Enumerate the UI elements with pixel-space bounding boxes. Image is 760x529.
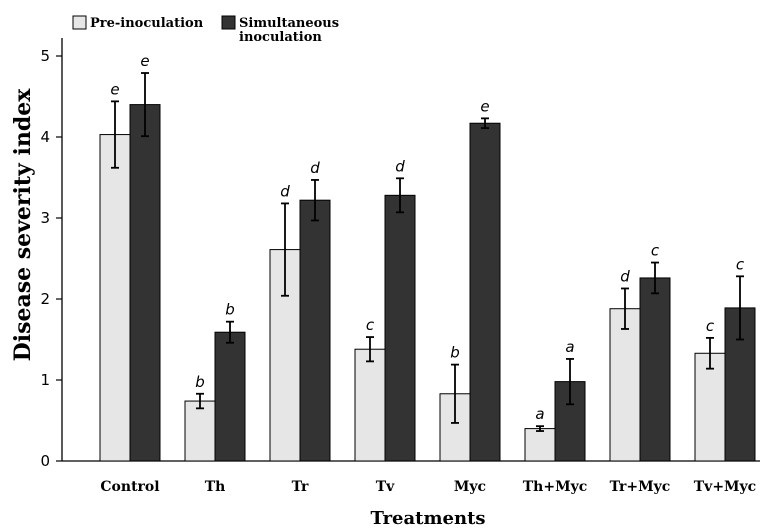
legend-label: inoculation (239, 30, 322, 45)
significance-letter: b (450, 344, 460, 362)
bar-pre-inoculation (99, 134, 131, 462)
significance-letter: e (110, 80, 119, 98)
significance-letter: a (535, 405, 544, 423)
significance-letter: b (195, 373, 205, 391)
bar-simultaneous-inoculation (639, 277, 671, 462)
bar-pre-inoculation (524, 428, 556, 462)
bar-simultaneous-inoculation (384, 194, 416, 462)
significance-letter: d (280, 182, 290, 200)
x-tick-label: Th+Myc (523, 479, 587, 495)
y-tick-label: 3 (40, 209, 50, 227)
bar-pre-inoculation (354, 348, 386, 462)
x-tick-label: Tv+Myc (694, 479, 756, 495)
y-tick-label: 4 (40, 128, 50, 146)
significance-letter: c (651, 242, 660, 260)
x-axis-title: Treatments (370, 508, 485, 529)
significance-letter: c (706, 317, 715, 335)
significance-letter: e (140, 52, 149, 70)
chart-bars (99, 104, 756, 462)
significance-letter: d (620, 267, 630, 285)
legend-swatch-pre-inoculation (72, 15, 87, 30)
legend-swatch-simultaneous-inoculation (221, 15, 236, 30)
legend-label: Simultaneous (239, 16, 339, 31)
y-axis-title: Disease severity index (10, 88, 36, 362)
chart-significance-labels: e e b b d d c d b e a a d c c c (110, 52, 744, 423)
y-tick-label: 1 (40, 371, 50, 389)
bar-simultaneous-inoculation (299, 199, 331, 462)
y-tick-label: 2 (40, 290, 50, 308)
bar-simultaneous-inoculation (214, 331, 246, 462)
significance-letter: b (225, 301, 235, 319)
significance-letter: c (736, 255, 745, 273)
x-tick-label: Th (205, 479, 226, 495)
significance-letter: a (565, 338, 574, 356)
x-tick-label: Tv (376, 479, 395, 495)
y-tick-label: 5 (40, 47, 50, 65)
x-tick-label: Tr (292, 479, 309, 495)
x-tick-label: Control (100, 479, 159, 495)
x-tick-label: Myc (454, 479, 486, 495)
bar-pre-inoculation (184, 400, 216, 462)
legend-label: Pre-inoculation (90, 16, 204, 31)
bar-simultaneous-inoculation (469, 122, 501, 462)
significance-letter: d (310, 159, 320, 177)
y-tick-label: 0 (40, 452, 50, 470)
significance-letter: e (480, 97, 489, 115)
significance-letter: d (395, 157, 405, 175)
bar-simultaneous-inoculation (129, 104, 161, 462)
x-tick-label: Tr+Myc (610, 479, 671, 495)
chart-error-bars (111, 72, 744, 432)
significance-letter: c (366, 316, 375, 334)
bar-pre-inoculation (609, 308, 641, 462)
chart-axes: 0 1 2 3 4 5 Control Th Tr Tv Myc Th+Myc Tr+Myc Tv+Myc (40, 38, 760, 495)
